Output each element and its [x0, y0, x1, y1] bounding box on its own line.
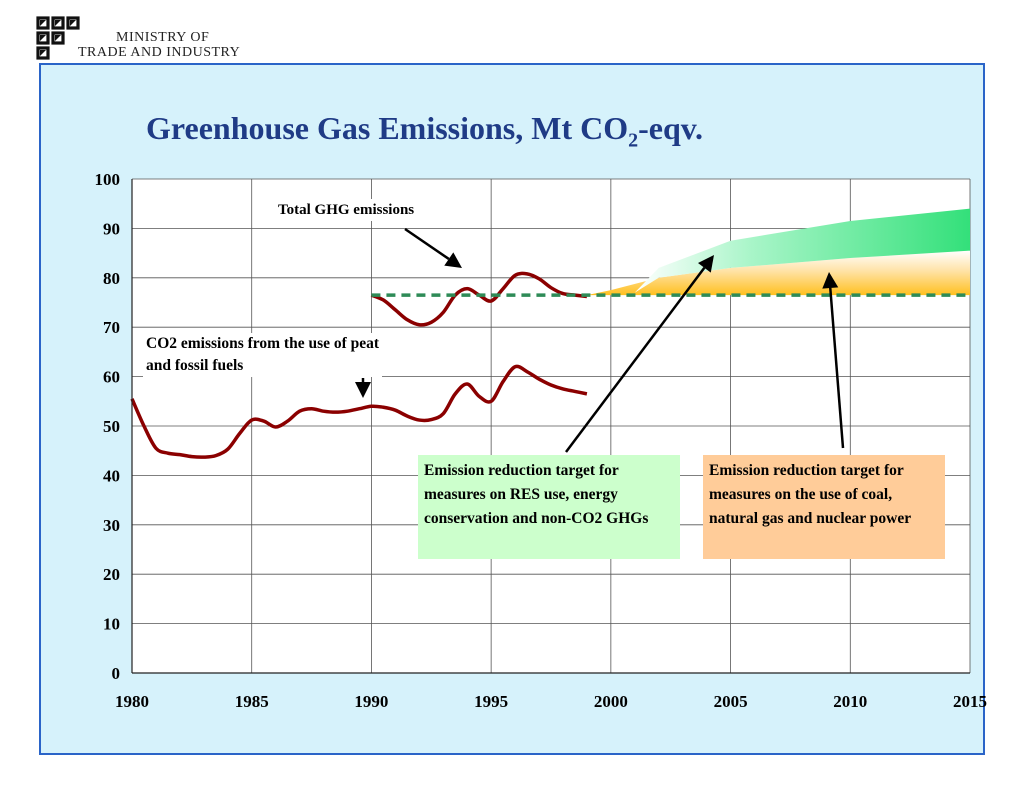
y-tick-label: 60 [103, 368, 120, 387]
co2-arrow-head [355, 382, 371, 398]
y-tick-label: 0 [112, 664, 121, 683]
y-tick-label: 50 [103, 417, 120, 436]
co2-emissions-line [130, 364, 588, 459]
co2-label-line-2: and fossil fuels [146, 357, 244, 374]
orange-target-arrow-shaft [829, 287, 845, 449]
total-ghg-label: Total GHG emissions [276, 199, 417, 221]
co2-label-line-1: CO2 emissions from the use of peat [146, 335, 380, 352]
green-target-box: Emission reduction target for measures o… [418, 455, 680, 559]
axes: 0 10 20 30 40 50 60 70 80 90 100 1980 1985 1990 1995 20… [95, 170, 988, 711]
total-ghg-arrow-head [444, 252, 462, 268]
y-tick-label: 30 [103, 516, 120, 535]
y-tick-label: 40 [103, 466, 120, 485]
title-tail: -eqv. [638, 110, 703, 146]
ministry-name: MINISTRY OF TRADE AND INDUSTRY [78, 30, 240, 60]
x-tick-label: 1990 [354, 692, 388, 711]
y-tick-label: 80 [103, 269, 120, 288]
title-subscript: 2 [628, 129, 639, 152]
total-ghg-arrow-shaft [404, 227, 450, 260]
green-target-band [634, 208, 970, 293]
orange-target-band [586, 250, 970, 296]
title-main: Greenhouse Gas Emissions, Mt CO [146, 110, 629, 146]
x-tick-label: 2010 [833, 692, 867, 711]
green-target-arrow-head [697, 255, 714, 273]
x-tick-label: 2005 [714, 692, 748, 711]
annotation-arrows [355, 227, 845, 453]
series-lines [130, 271, 970, 459]
x-tick-label: 1985 [235, 692, 269, 711]
x-tick-label: 1995 [474, 692, 508, 711]
orange-target-box: Emission reduction target for measures o… [703, 455, 945, 559]
y-tick-label: 20 [103, 565, 120, 584]
target-bands [586, 208, 970, 296]
y-tick-label: 70 [103, 318, 120, 337]
orange-target-arrow-head [822, 272, 839, 289]
ministry-line-1: MINISTRY OF [116, 30, 210, 45]
slide-title: Greenhouse Gas Emissions, Mt CO2-eqv. [146, 110, 703, 152]
x-tick-label: 2015 [953, 692, 987, 711]
y-tick-label: 10 [103, 615, 120, 634]
x-tick-label: 1980 [115, 692, 149, 711]
x-tick-label: 2000 [594, 692, 628, 711]
co2-label: CO2 emissions from the use of peat and f… [143, 333, 383, 377]
green-target-arrow-shaft [565, 267, 706, 453]
y-tick-label: 90 [103, 219, 120, 238]
ministry-logo [36, 16, 80, 60]
y-tick-label: 100 [95, 170, 121, 189]
ministry-line-2: TRADE AND INDUSTRY [78, 45, 241, 60]
